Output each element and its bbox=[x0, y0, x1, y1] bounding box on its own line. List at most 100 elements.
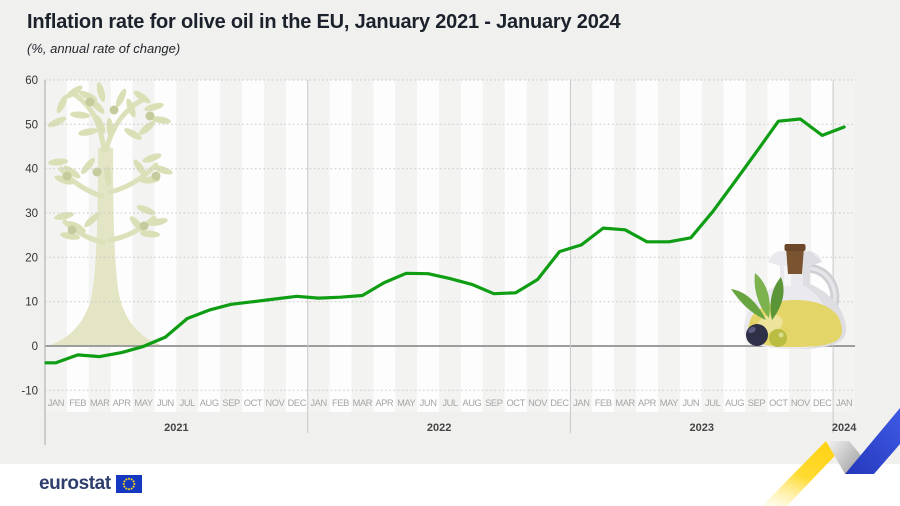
month-label: DEC bbox=[813, 398, 832, 408]
month-label: FEB bbox=[69, 398, 86, 408]
month-label: APR bbox=[638, 398, 657, 408]
year-label: 2021 bbox=[164, 422, 188, 434]
month-band bbox=[679, 80, 702, 412]
month-band bbox=[614, 80, 637, 412]
eurostat-logo-text: eurostat bbox=[39, 473, 111, 494]
month-label: MAY bbox=[397, 398, 415, 408]
month-band bbox=[439, 80, 461, 412]
month-band bbox=[176, 80, 199, 412]
month-label: MAY bbox=[134, 398, 152, 408]
month-band bbox=[329, 80, 352, 412]
month-label: JUL bbox=[442, 398, 458, 408]
month-band bbox=[242, 80, 264, 412]
month-label: NOV bbox=[265, 398, 285, 408]
month-label: AUG bbox=[200, 398, 219, 408]
month-label: JAN bbox=[573, 398, 589, 408]
month-band bbox=[723, 80, 746, 412]
month-label: FEB bbox=[332, 398, 349, 408]
month-band bbox=[504, 80, 527, 412]
flag-star bbox=[125, 478, 128, 481]
month-label: OCT bbox=[244, 398, 263, 408]
y-tick-label: 20 bbox=[25, 252, 38, 264]
month-label: APR bbox=[375, 398, 394, 408]
olive-fruit-dots bbox=[62, 97, 161, 235]
flag-star bbox=[123, 485, 126, 488]
month-label: MAR bbox=[90, 398, 110, 408]
month-band bbox=[285, 80, 308, 412]
month-band bbox=[220, 80, 242, 412]
month-label: SEP bbox=[222, 398, 240, 408]
month-label: MAR bbox=[615, 398, 635, 408]
page-title: Inflation rate for olive oil in the EU, … bbox=[27, 11, 621, 33]
year-label: 2023 bbox=[690, 422, 714, 434]
y-tick-label: 60 bbox=[25, 75, 38, 87]
month-label: JAN bbox=[836, 398, 852, 408]
month-label: SEP bbox=[485, 398, 503, 408]
month-label: JUN bbox=[157, 398, 174, 408]
month-band bbox=[417, 80, 440, 412]
month-label: MAR bbox=[353, 398, 373, 408]
month-band bbox=[592, 80, 615, 412]
y-tick-label: -10 bbox=[21, 385, 38, 397]
month-band bbox=[658, 80, 680, 412]
olive-tree-illustration bbox=[47, 82, 173, 346]
month-label: DEC bbox=[550, 398, 569, 408]
y-tick-label: 10 bbox=[25, 297, 38, 309]
month-band bbox=[482, 80, 505, 412]
month-label: DEC bbox=[288, 398, 307, 408]
month-band bbox=[263, 80, 286, 412]
flag-star bbox=[130, 487, 133, 490]
month-label: JUL bbox=[180, 398, 196, 408]
flag-star bbox=[132, 480, 135, 483]
month-band bbox=[307, 80, 330, 412]
eurostat-ribbon-decoration bbox=[762, 408, 900, 506]
month-label: JAN bbox=[48, 398, 64, 408]
month-band bbox=[198, 80, 221, 412]
flag-star bbox=[127, 477, 130, 480]
month-label: MAY bbox=[660, 398, 678, 408]
month-label: OCT bbox=[769, 398, 788, 408]
flag-star bbox=[133, 483, 136, 485]
flag-star bbox=[132, 485, 135, 488]
month-band bbox=[373, 80, 396, 412]
month-band bbox=[395, 80, 418, 412]
flag-star bbox=[127, 488, 130, 491]
page-subtitle: (%, annual rate of change) bbox=[27, 41, 181, 56]
month-band bbox=[636, 80, 658, 412]
month-label: OCT bbox=[506, 398, 525, 408]
flag-star bbox=[123, 480, 126, 483]
y-tick-label: 40 bbox=[25, 164, 38, 176]
month-label: JAN bbox=[310, 398, 326, 408]
month-label: JUL bbox=[705, 398, 721, 408]
month-band bbox=[548, 80, 571, 412]
month-label: APR bbox=[113, 398, 132, 408]
year-label: 2024 bbox=[832, 422, 857, 434]
month-label: JUN bbox=[682, 398, 699, 408]
eurostat-logo: eurostat bbox=[39, 473, 142, 495]
flag-star bbox=[130, 478, 133, 481]
footer-strip bbox=[0, 464, 900, 506]
month-band bbox=[351, 80, 374, 412]
month-band bbox=[154, 80, 177, 412]
y-tick-label: 50 bbox=[25, 119, 38, 131]
month-band bbox=[745, 80, 768, 412]
y-tick-label: 0 bbox=[32, 341, 38, 353]
data-line-olive-oil-inflation bbox=[44, 117, 846, 365]
month-band bbox=[460, 80, 483, 412]
olive-oil-jug-illustration bbox=[731, 244, 846, 349]
month-label: AUG bbox=[462, 398, 481, 408]
month-label: JUN bbox=[420, 398, 437, 408]
month-label: FEB bbox=[595, 398, 612, 408]
month-label: SEP bbox=[748, 398, 766, 408]
month-label: AUG bbox=[725, 398, 744, 408]
eu-flag-icon bbox=[115, 475, 142, 493]
month-label: NOV bbox=[791, 398, 811, 408]
month-band bbox=[701, 80, 724, 412]
month-label: NOV bbox=[528, 398, 548, 408]
y-tick-label: 30 bbox=[25, 208, 38, 220]
year-label: 2022 bbox=[427, 422, 451, 434]
flag-star bbox=[125, 487, 128, 490]
month-band bbox=[526, 80, 549, 412]
